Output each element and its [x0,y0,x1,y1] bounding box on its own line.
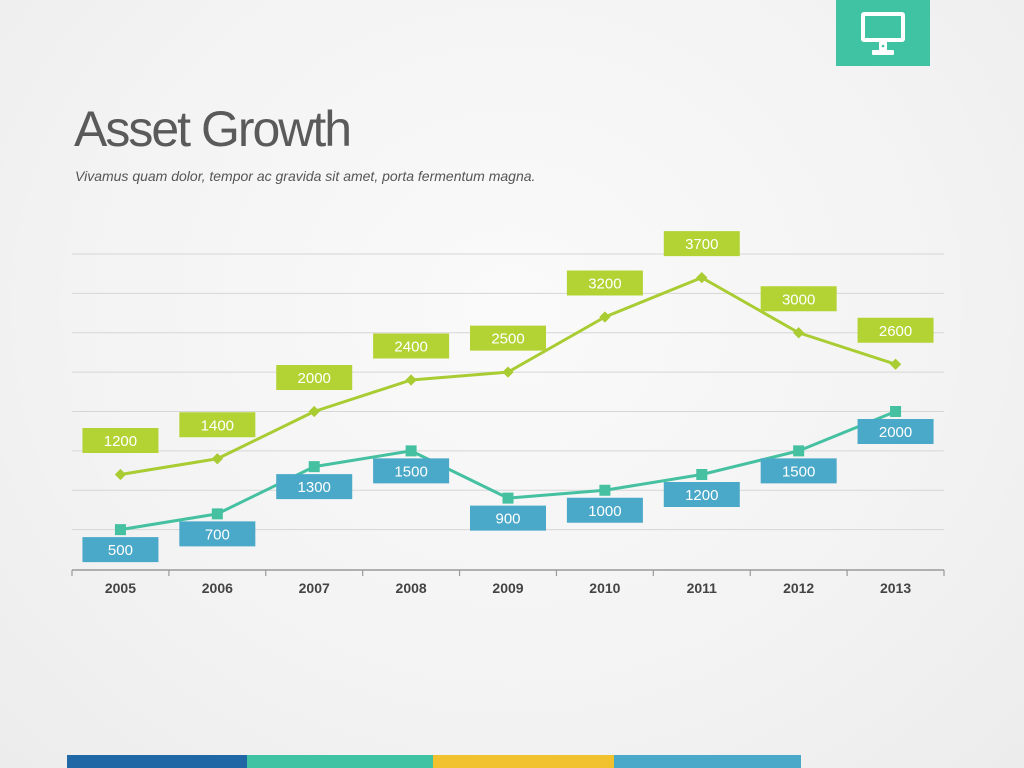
data-point [114,468,127,481]
x-tick-label: 2006 [202,580,233,596]
data-point [308,461,320,473]
data-point [211,508,223,520]
data-label: 1500 [394,463,427,480]
data-label: 3200 [588,276,621,293]
data-label-box [179,412,256,438]
data-point [890,406,902,417]
x-tick-label: 2011 [687,580,718,596]
bottom-strip-segment [247,755,433,768]
data-label-box [857,419,934,444]
data-point [502,366,514,378]
data-point [211,453,223,465]
line-chart: 2005 2006 2007 2008 2009 2010 2011 2012 2013 1200… [71,231,945,596]
data-point [599,311,611,323]
x-tick-label: 2005 [105,580,136,596]
data-point [793,445,805,457]
data-label-box [760,458,837,484]
data-point [502,492,514,504]
data-point [889,358,902,370]
data-label: 2600 [879,323,912,340]
x-tick-label: 2013 [880,580,911,596]
data-label-box [373,458,450,484]
data-label: 2400 [394,339,427,356]
data-label: 2500 [491,331,524,348]
data-label-box [470,325,546,351]
data-point [599,484,611,496]
data-point [405,374,417,386]
data-label-box [82,537,159,563]
data-label-box [566,497,643,523]
data-label-box [276,365,353,390]
page-subtitle: Vivamus quam dolor, tempor ac gravida si… [75,168,536,184]
data-label: 3700 [685,236,718,253]
x-tick-label: 2008 [396,580,427,596]
data-label: 1200 [685,487,718,504]
page-title: Asset Growth [74,101,352,157]
data-label-box [857,317,934,343]
x-tick-label: 2012 [783,580,814,596]
data-label: 1200 [104,433,137,450]
bottom-strip-segment [614,755,801,768]
corner-badge [836,0,930,66]
data-label-box [276,474,353,500]
data-label: 1000 [588,503,621,520]
data-label-box [470,505,546,531]
data-label: 900 [495,511,520,528]
data-label: 1300 [298,479,331,496]
data-label-box [82,428,159,453]
data-label: 700 [205,526,230,543]
monitor-icon [861,12,905,55]
x-tick-label: 2010 [589,580,620,596]
data-label-box [663,231,740,257]
data-label-box [373,333,450,359]
data-point [114,524,126,536]
data-point [696,271,708,284]
data-point [308,405,320,418]
data-point [793,327,805,339]
data-label: 1500 [782,463,815,480]
bottom-strip-segment [67,755,247,768]
data-label: 500 [108,542,133,559]
data-point [405,445,417,457]
data-label: 3000 [782,291,815,308]
bottom-strip-segment [433,755,614,768]
x-tick-label: 2007 [299,580,330,596]
data-label: 2000 [298,370,331,387]
data-point [696,469,708,480]
x-tick-label: 2009 [492,580,523,596]
data-label-box [663,482,740,507]
data-label-box [760,286,837,312]
data-label-box [566,270,643,296]
data-label: 1400 [201,417,234,434]
data-label: 2000 [879,424,912,441]
data-label-box [179,521,256,547]
